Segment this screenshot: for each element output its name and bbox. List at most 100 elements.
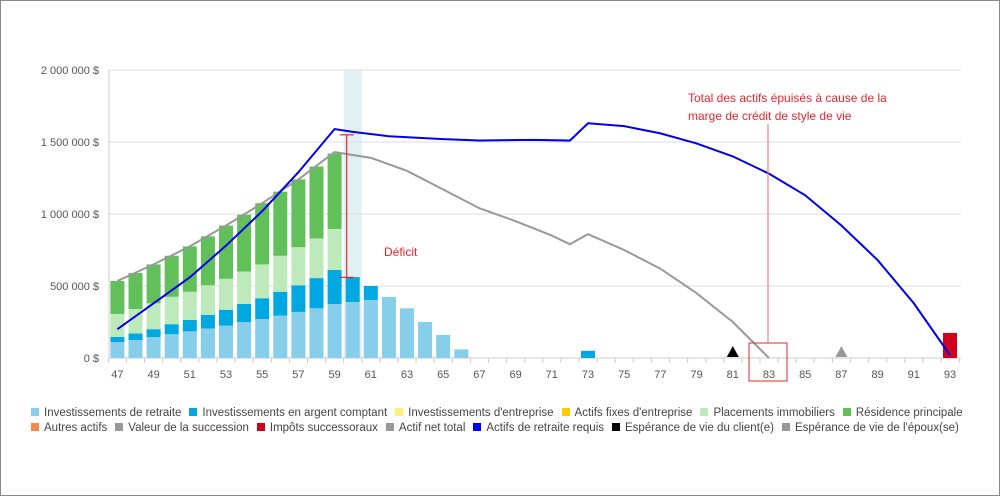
deficit-label: Déficit (384, 245, 418, 259)
bar-investissements-en-argent-comptant (273, 291, 288, 316)
bar-investissements-de-retraite (418, 322, 433, 358)
x-tick-label: 61 (365, 369, 377, 381)
bar-investissements-en-argent-comptant (164, 324, 179, 335)
bar-r-sidence-principale (255, 203, 270, 265)
bar-placements-immobiliers (219, 278, 233, 310)
bar-r-sidence-principale (146, 264, 161, 304)
life-expectancy-marker (835, 346, 848, 357)
bar-placements-immobiliers (146, 303, 161, 330)
bar-placements-immobiliers (291, 247, 306, 286)
bar-investissements-en-argent-comptant (110, 336, 125, 343)
x-tick-label: 69 (509, 369, 521, 381)
bar-r-sidence-principale (237, 214, 252, 272)
bar-r-sidence-principale (309, 166, 324, 239)
bar-r-sidence-principale (182, 246, 197, 292)
legend-swatch (31, 408, 39, 416)
legend-item[interactable]: Actifs fixes d'entreprise (561, 406, 693, 421)
x-tick-label: 57 (292, 369, 304, 381)
y-tick-label: 500 000 $ (50, 281, 99, 293)
bar-investissements-de-retraite (309, 308, 324, 358)
legend-label: Espérance de vie de l'époux(se) (794, 422, 959, 434)
legend-swatch (395, 408, 404, 416)
legend-swatch (700, 408, 709, 416)
legend-item[interactable]: Investissements en argent comptant (189, 406, 387, 421)
x-tick-label: 81 (727, 369, 739, 381)
bar-investissements-de-retraite (182, 331, 197, 358)
x-tick-label: 87 (835, 369, 847, 381)
bar-investissements-en-argent-comptant (128, 333, 143, 340)
legend-item[interactable]: Impôts successoraux (256, 421, 378, 436)
bar-r-sidence-principale (110, 280, 125, 314)
bar-investissements-de-retraite (255, 319, 270, 358)
legend-item[interactable]: Investissements d'entreprise (395, 406, 554, 421)
bar-investissements-de-retraite (200, 328, 215, 358)
bar-investissements-en-argent-comptant (363, 286, 378, 300)
bar-investissements-de-retraite (291, 311, 306, 358)
bar-investissements-en-argent-comptant (345, 277, 360, 302)
bar-r-sidence-principale (164, 255, 179, 297)
legend-label: Actifs fixes d'entreprise (574, 407, 693, 419)
legend-item[interactable]: Espérance de vie du client(e) (612, 421, 774, 436)
legend-item[interactable]: Investissements de retraite (31, 406, 181, 421)
legend-item[interactable]: Placements immobiliers (700, 406, 835, 421)
bar-investissements-de-retraite (237, 322, 252, 358)
x-tick-label: 59 (328, 369, 340, 381)
bar-investissements-en-argent-comptant (291, 285, 306, 312)
x-tick-label: 55 (256, 369, 268, 381)
legend-swatch (256, 423, 265, 431)
x-tick-label: 63 (401, 369, 413, 381)
legend-item[interactable]: Actif net total (385, 421, 465, 436)
bar-investissements-de-retraite (164, 334, 179, 358)
x-tick-label: 73 (582, 369, 594, 381)
legend-item[interactable]: Espérance de vie de l'époux(se) (781, 421, 959, 436)
bar-r-sidence-principale (327, 153, 342, 229)
legend-label: Investissements d'entreprise (408, 407, 554, 419)
bar-placements-immobiliers (182, 291, 197, 320)
x-tick-label: 89 (871, 369, 883, 381)
chart: 0 $ 500 000 $ 1 000 000 $ 1 500 000 $ 2 000 … (41, 65, 961, 382)
legend-swatch (842, 408, 851, 416)
bar-investissements-de-retraite (219, 325, 233, 358)
bar-investissements-en-argent-comptant (146, 329, 161, 338)
bar-r-sidence-principale (219, 225, 233, 279)
legend-label: Actifs de retraite requis (486, 422, 604, 434)
bar-investissements-de-retraite (436, 334, 451, 358)
y-tick-label: 1 000 000 $ (41, 209, 99, 221)
bar-placements-immobiliers (327, 228, 342, 271)
line-actif-net-total (116, 151, 770, 359)
bar-placements-immobiliers (255, 264, 270, 299)
x-tick-label: 67 (473, 369, 485, 381)
x-tick-label: 53 (220, 369, 232, 381)
x-tick-label: 79 (690, 369, 702, 381)
legend-label: Autres actifs (44, 422, 108, 434)
bar-investissements-en-argent-comptant (182, 319, 197, 332)
legend-label: Placements immobiliers (713, 407, 835, 419)
bar-investissements-en-argent-comptant (581, 350, 595, 358)
bar-investissements-de-retraite (381, 296, 396, 358)
legend-label: Impôts successoraux (269, 422, 378, 434)
annotation-text-line1: Total des actifs épuisés à cause de la (688, 91, 887, 105)
legend-item[interactable]: Actifs de retraite requis (473, 421, 604, 436)
legend-swatch (561, 408, 570, 416)
legend-label: Investissements en argent comptant (202, 407, 388, 419)
bar-investissements-en-argent-comptant (327, 270, 342, 304)
legend-swatch (612, 423, 620, 431)
bar-investissements-en-argent-comptant (237, 304, 252, 322)
y-tick-label: 1 500 000 $ (41, 137, 99, 149)
legend-item[interactable]: Valeur de la succession (115, 421, 249, 436)
bar-placements-immobiliers (164, 296, 179, 325)
bar-investissements-de-retraite (363, 299, 378, 358)
legend-label: Valeur de la succession (128, 422, 249, 434)
legend-item[interactable]: Résidence principale (842, 406, 963, 421)
legend-swatch (781, 423, 790, 431)
x-tick-label: 65 (437, 369, 449, 381)
bar-investissements-en-argent-comptant (219, 309, 233, 326)
bar-investissements-en-argent-comptant (255, 298, 270, 320)
legend-item[interactable]: Autres actifs (31, 421, 107, 436)
bar-r-sidence-principale (128, 273, 143, 310)
bar-investissements-de-retraite (128, 340, 143, 358)
y-tick-label: 0 $ (84, 353, 99, 365)
x-tick-label: 93 (944, 369, 956, 381)
x-tick-label: 77 (654, 369, 666, 381)
